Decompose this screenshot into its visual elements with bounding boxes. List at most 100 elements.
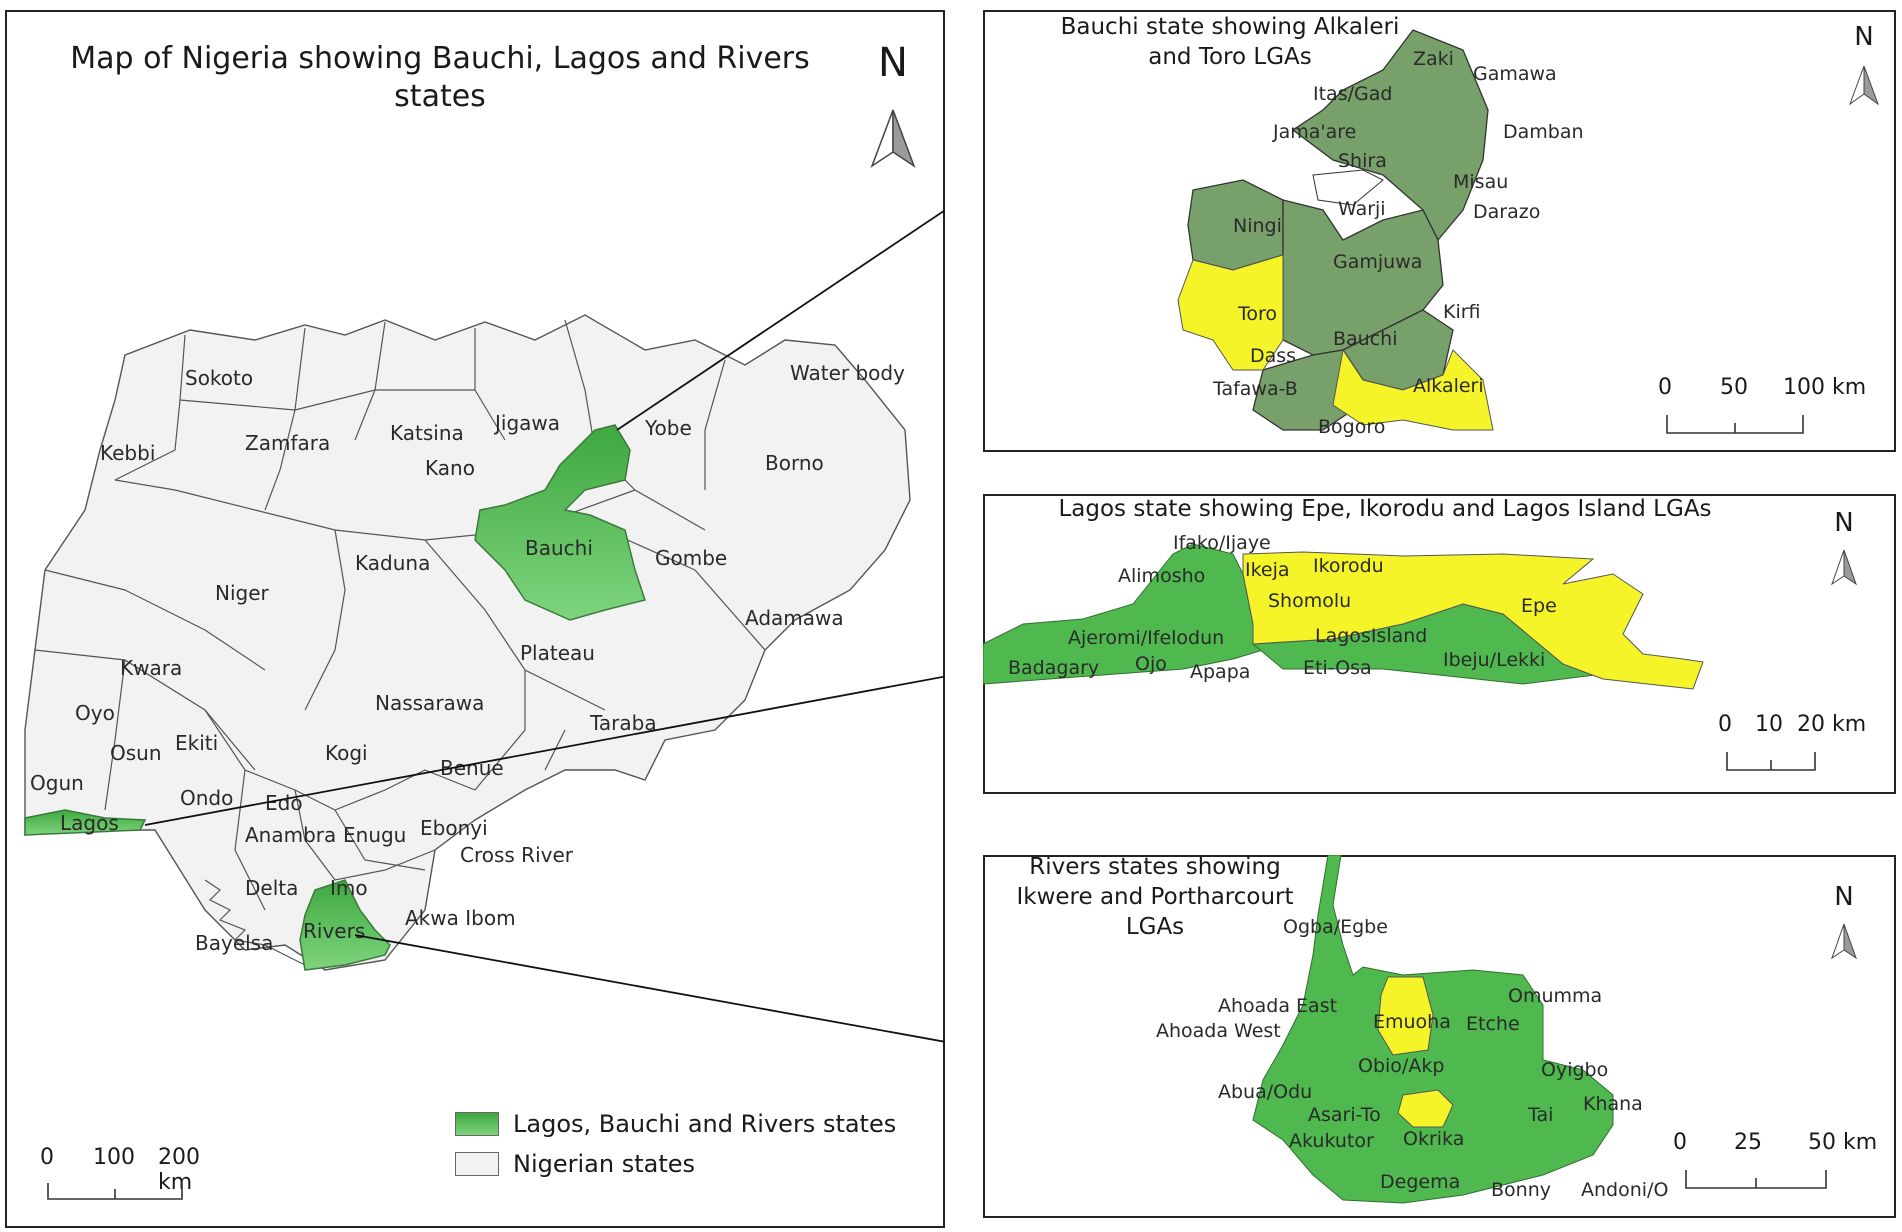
north-arrow-icon (1831, 923, 1857, 960)
state-label: Kwara (120, 656, 182, 680)
state-label: Delta (245, 876, 298, 900)
rivers-title-line3: LGAs (1125, 914, 1185, 940)
state-label: Ogun (30, 771, 84, 795)
main-map-title-line2: states (394, 79, 486, 114)
state-label: Osun (110, 741, 162, 765)
main-map-title-line1: Map of Nigeria showing Bauchi, Lagos and… (70, 41, 810, 76)
lagos-north-arrow: N (1824, 508, 1864, 588)
legend-item: Nigerian states (455, 1150, 695, 1178)
lga-label: Misau (1453, 171, 1508, 193)
lagos-lga-green (983, 543, 1285, 685)
lga-label: Eti-Osa (1303, 657, 1372, 679)
lga-label: Toro (1237, 303, 1277, 325)
state-label: Akwa Ibom (405, 906, 516, 930)
bauchi-lga-shape (1291, 29, 1489, 242)
north-arrow-icon (1831, 549, 1857, 586)
state-label: Nassarawa (375, 691, 484, 715)
state-label: Lagos (60, 811, 119, 835)
lga-label: Ojo (1135, 653, 1167, 675)
lga-label: Gamawa (1473, 63, 1557, 85)
scale-bar-line (47, 1183, 183, 1200)
state-label: Oyo (75, 701, 115, 725)
lga-label: Omumma (1508, 985, 1602, 1007)
state-label: Ondo (180, 786, 233, 810)
lagos-state-shape (24, 809, 147, 836)
state-label: Enugu (343, 823, 406, 847)
lagos-inset-title: Lagos state showing Epe, Ikorodu and Lag… (1058, 496, 1712, 522)
lga-label: Oyigbo (1541, 1059, 1608, 1081)
lga-label: Bogoro (1318, 416, 1385, 438)
connector-arrows (144, 209, 945, 1043)
lga-label: LagosIsland (1315, 625, 1427, 647)
lga-label: Abua/Odu (1218, 1081, 1312, 1103)
rivers-title-line2: Ikwere and Portharcourt (1016, 884, 1294, 910)
state-label: Kaduna (355, 551, 430, 575)
state-label: Imo (330, 876, 368, 900)
north-label: N (1834, 508, 1854, 538)
scale-bar-line (1726, 752, 1816, 771)
state-label: Sokoto (185, 366, 253, 390)
lga-label: Apapa (1190, 661, 1250, 683)
lga-label: Bauchi (1333, 328, 1398, 350)
state-label: Anambra (245, 823, 336, 847)
state-label: Ekiti (175, 731, 218, 755)
lga-label: Damban (1503, 121, 1584, 143)
north-arrow-icon (1848, 65, 1880, 106)
scale-tick: 100 (93, 1145, 135, 1170)
lga-label: Ogba/Egbe (1283, 916, 1388, 938)
lga-label: Alimosho (1118, 565, 1205, 587)
lga-label: Itas/Gad (1313, 83, 1392, 105)
scale-tick: 25 (1734, 1130, 1762, 1155)
bauchi-state-shape (474, 424, 646, 621)
state-label: Yobe (644, 416, 692, 440)
bauchi-lga-alkaleri (1332, 348, 1494, 431)
lga-label: Ikeja (1245, 559, 1290, 581)
rivers-scale-bar: 0 25 50 km (1668, 1130, 1893, 1195)
state-label: Bayelsa (195, 931, 273, 955)
lga-label: Khana (1583, 1093, 1643, 1115)
state-label: Edo (265, 791, 303, 815)
north-arrow-icon (870, 109, 916, 168)
state-labels: Sokoto Zamfara Katsina Jigawa Yobe Borno… (30, 361, 905, 955)
state-label: Ebonyi (420, 816, 488, 840)
lga-label: Etche (1466, 1013, 1520, 1035)
lga-label: Ikorodu (1313, 555, 1384, 577)
lga-label: Shomolu (1268, 590, 1351, 612)
lga-label: Jama'are (1272, 121, 1356, 143)
legend-label: Lagos, Bauchi and Rivers states (513, 1110, 897, 1138)
lagos-lga-labels: Ifako/Ijaye Ikorodu Alimosho Ikeja Shomo… (1008, 532, 1557, 683)
rivers-lga-portharcourt (1397, 1089, 1454, 1128)
legend: Lagos, Bauchi and Rivers states Nigerian… (455, 1110, 935, 1190)
scale-tick: 0 (1658, 375, 1672, 400)
state-label: Borno (765, 451, 824, 475)
lga-label: Gamjuwa (1333, 251, 1422, 273)
state-label: Bauchi (525, 536, 593, 560)
scale-tick: 0 (1673, 1130, 1687, 1155)
state-label: Kebbi (100, 441, 155, 465)
lga-label: Ajeromi/Ifelodun (1068, 627, 1224, 649)
state-label: Adamawa (745, 606, 844, 630)
legend-label: Nigerian states (513, 1150, 696, 1178)
lga-label: Ningi (1233, 215, 1282, 237)
lga-label: Andoni/O (1581, 1179, 1668, 1201)
rivers-lga-labels: Ogba/Egbe Ahoada East Omumma Ahoada West… (1156, 916, 1668, 1201)
rivers-lga-map: Ogba/Egbe Ahoada East Omumma Ahoada West… (1156, 855, 1668, 1204)
rivers-inset-title: Rivers states showing Ikwere and Porthar… (995, 852, 1315, 942)
scale-tick: 200 km (158, 1145, 200, 1195)
state-label: Gombe (655, 546, 727, 570)
bauchi-north-arrow: N (1844, 22, 1884, 112)
scale-tick: 0 (1718, 712, 1732, 737)
lagos-lga-yellow (1242, 551, 1704, 690)
bauchi-inset-title: Bauchi state showing Alkaleri and Toro L… (1035, 12, 1425, 72)
scale-tick: 100 km (1783, 375, 1867, 400)
lga-label: Shira (1338, 150, 1387, 172)
state-label: Niger (215, 581, 270, 605)
rivers-north-arrow: N (1824, 882, 1864, 962)
bauchi-lga-labels: Zaki Gamawa Itas/Gad Jama'are Damban Shi… (1212, 48, 1584, 438)
lagos-scale-bar: 0 10 20 km (1715, 712, 1890, 777)
state-boundaries (34, 319, 766, 911)
main-scale-bar: 0 100 200 km (40, 1145, 200, 1205)
lga-label: Tai (1527, 1104, 1553, 1126)
state-label: Rivers (303, 919, 365, 943)
lga-label: Asari-To (1308, 1104, 1381, 1126)
